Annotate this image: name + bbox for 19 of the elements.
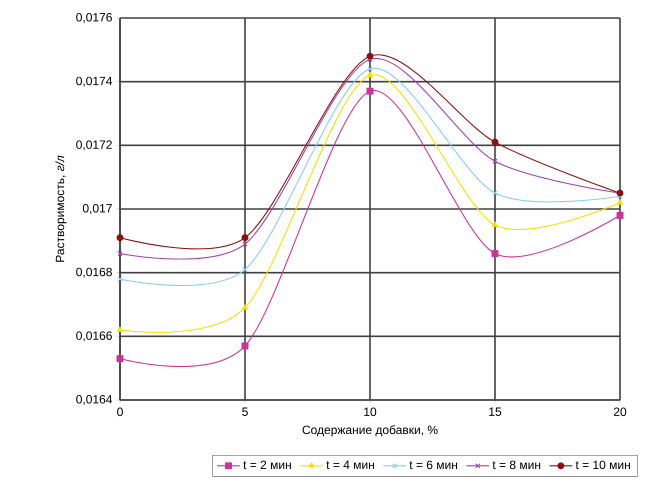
legend-label: t = 2 мин bbox=[243, 460, 291, 470]
y-tick-label: 0,0174 bbox=[76, 76, 112, 87]
legend-label: t = 8 мин bbox=[492, 460, 540, 470]
y-tick-label: 0,0168 bbox=[76, 268, 112, 278]
y-tick-label: 0,0164 bbox=[76, 395, 112, 405]
x-axis-title: Содержание добавки, % bbox=[302, 425, 438, 436]
y-axis-title: Растворимость, г/л bbox=[55, 156, 67, 262]
x-tick-label: 10 bbox=[364, 408, 376, 416]
x-tick-label: 5 bbox=[242, 408, 248, 416]
x-tick-label: 15 bbox=[489, 408, 502, 416]
legend-label: t = 6 мин bbox=[409, 460, 458, 470]
y-tick-label: 0,017 bbox=[82, 204, 112, 214]
x-tick-label: 20 bbox=[614, 408, 626, 416]
y-tick-label: 0,0172 bbox=[76, 140, 112, 150]
x-tick-label: 0 bbox=[117, 408, 123, 416]
legend-label: t = 4 мин bbox=[326, 460, 374, 470]
y-tick-label: 0,0176 bbox=[76, 13, 112, 23]
y-tick-label: 0,0166 bbox=[76, 331, 112, 342]
legend-label: t = 10 мин bbox=[576, 460, 630, 470]
